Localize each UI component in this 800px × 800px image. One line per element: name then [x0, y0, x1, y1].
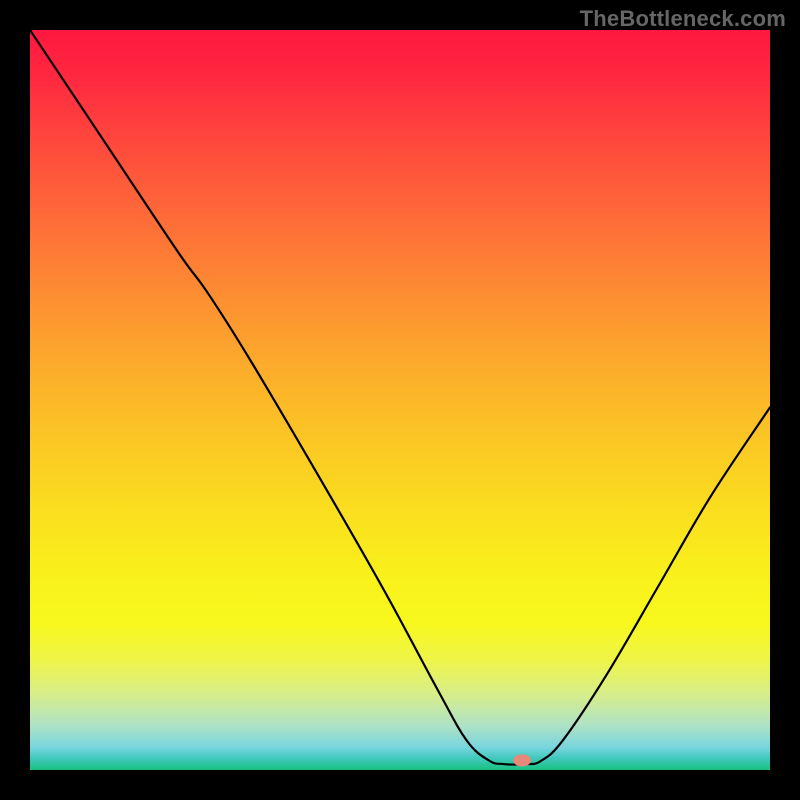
chart-curve [30, 30, 770, 770]
chart-marker [513, 754, 531, 766]
chart-plot-area [30, 30, 770, 770]
chart-frame: TheBottleneck.com [0, 0, 800, 800]
watermark-text: TheBottleneck.com [580, 6, 786, 32]
